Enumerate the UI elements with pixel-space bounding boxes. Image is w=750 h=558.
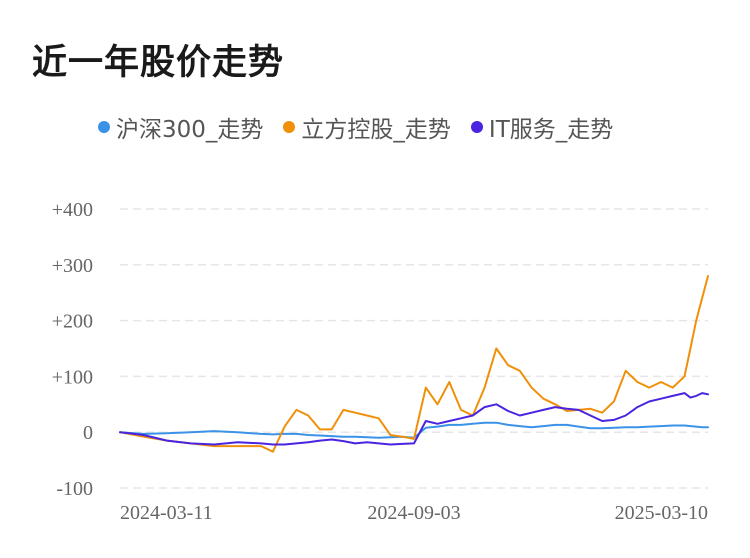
legend-item-hs300[interactable]: 沪深300_走势: [98, 110, 263, 144]
series-line-1: [119, 275, 709, 453]
legend: 沪深300_走势 立方控股_走势 IT服务_走势: [98, 110, 633, 144]
y-tick-label: -100: [56, 478, 93, 500]
legend-label-lifang: 立方控股_走势: [301, 117, 451, 143]
legend-dot-hs300: [98, 121, 110, 133]
y-tick-label: +400: [52, 199, 93, 221]
legend-item-lifang[interactable]: 立方控股_走势: [283, 110, 451, 144]
y-tick-label: 0: [83, 422, 93, 444]
legend-dot-lifang: [283, 121, 296, 133]
legend-dot-it-service: [470, 121, 483, 133]
legend-item-it-service[interactable]: IT服务_走势: [470, 110, 614, 144]
legend-label-it-service: IT服务_走势: [488, 117, 614, 143]
x-tick-label: 2024-03-11: [120, 502, 213, 524]
x-tick-label: 2024-09-03: [367, 502, 460, 524]
legend-label-hs300: 沪深300_走势: [116, 117, 264, 143]
y-tick-label: +300: [52, 255, 93, 277]
y-tick-label: +200: [52, 311, 93, 333]
x-tick-label: 2025-03-10: [615, 502, 708, 524]
chart-title: 近一年股价走势: [32, 43, 285, 83]
y-tick-label: +100: [52, 366, 93, 388]
series-line-2: [119, 392, 709, 446]
